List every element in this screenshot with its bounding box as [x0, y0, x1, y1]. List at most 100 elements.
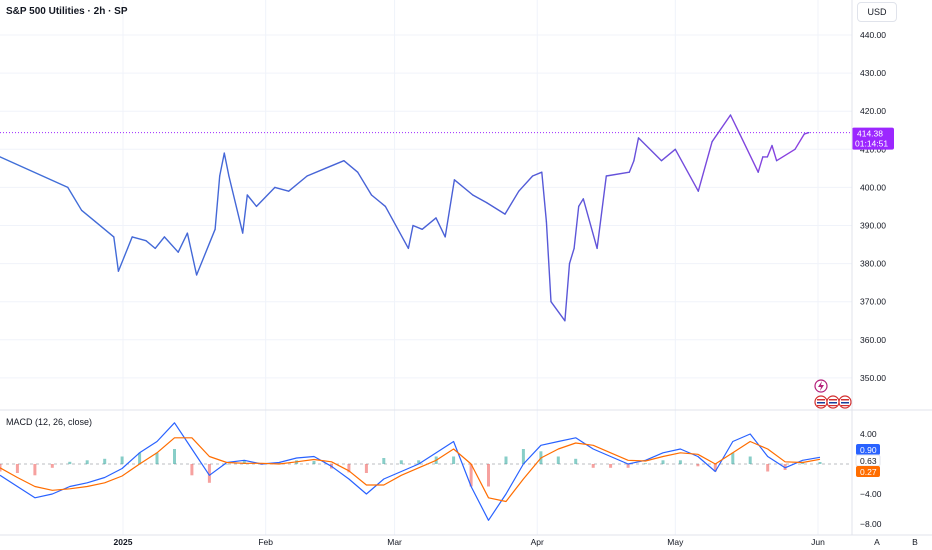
price-point: [550, 301, 552, 303]
price-tick-label: 380.00: [860, 259, 886, 269]
price-point: [196, 274, 198, 276]
price-point: [532, 175, 534, 177]
macd-histogram-bar: [417, 460, 421, 465]
time-tick-label: Jun: [811, 537, 825, 547]
price-tick-label: 360.00: [860, 335, 886, 345]
macd-histogram-bar: [626, 464, 630, 468]
axis-mode-button[interactable]: B: [912, 537, 918, 547]
price-point: [578, 205, 580, 207]
macd-histogram-bar: [85, 460, 89, 465]
price-point: [444, 236, 446, 238]
histogram-value-tag: [856, 466, 880, 477]
macd-histogram-bar: [50, 464, 54, 468]
macd-histogram-bar: [591, 464, 595, 468]
macd-value-tag-text: 0.90: [860, 445, 877, 455]
price-point: [117, 270, 119, 272]
macd-histogram-bar: [155, 452, 159, 465]
macd-histogram-bar: [609, 464, 613, 468]
last-price-countdown: 01:14:51: [855, 139, 888, 149]
macd-tick-label: −4.00: [860, 489, 882, 499]
price-point: [660, 160, 663, 162]
macd-histogram-bar: [731, 452, 735, 465]
price-point: [504, 213, 506, 215]
macd-histogram-bar: [399, 460, 403, 465]
macd-histogram-bar: [68, 461, 72, 465]
price-point: [766, 156, 769, 158]
axis-mode-button[interactable]: A: [874, 537, 880, 547]
macd-histogram-bar: [207, 464, 211, 483]
currency-selector[interactable]: USD: [857, 2, 897, 22]
price-point: [729, 114, 732, 116]
price-point: [242, 232, 244, 234]
price-point: [568, 263, 571, 265]
price-point: [739, 133, 741, 135]
price-point: [486, 202, 488, 204]
price-tick-label: 420.00: [860, 106, 886, 116]
macd-indicator-title[interactable]: MACD (12, 26, close): [6, 417, 93, 427]
macd-value-tag: [856, 444, 880, 455]
price-point: [472, 194, 474, 196]
price-tick-label: 390.00: [860, 221, 886, 231]
price-point: [186, 232, 188, 234]
macd-histogram-bar: [120, 456, 124, 464]
price-point: [81, 209, 83, 211]
price-point: [163, 236, 165, 238]
price-point: [214, 228, 216, 230]
signal-value-tag-text: 0.63: [860, 456, 877, 466]
macd-histogram-bar: [487, 464, 490, 487]
price-point: [633, 160, 635, 162]
price-point: [127, 247, 129, 249]
price-point: [407, 247, 409, 249]
macd-histogram-bar: [15, 464, 19, 473]
price-point: [541, 171, 543, 173]
macd-histogram-bar: [556, 456, 560, 464]
price-point: [94, 221, 96, 223]
price-point: [628, 171, 630, 173]
macd-histogram-bar: [225, 464, 229, 465]
price-point: [177, 251, 179, 253]
price-point: [794, 148, 796, 150]
macd-histogram-bar: [783, 464, 787, 470]
price-point: [674, 148, 676, 150]
last-price-value: 414.38: [857, 129, 883, 139]
price-tick-label: 400.00: [860, 182, 886, 192]
price-point: [357, 171, 359, 173]
us-flag-icon: [838, 395, 852, 409]
price-point: [808, 132, 810, 134]
price-tick-label: 350.00: [860, 373, 886, 383]
price-point: [324, 167, 327, 169]
chart-title: S&P 500 Utilities · 2h · SP: [6, 6, 128, 17]
macd-line: [0, 422, 821, 521]
price-point: [384, 205, 386, 207]
macd-histogram-bar: [312, 461, 316, 464]
price-point: [0, 156, 1, 158]
us-flag-icon: [814, 395, 828, 409]
price-point: [762, 156, 764, 158]
price-point: [131, 236, 133, 238]
macd-histogram-bar: [748, 456, 752, 464]
price-point: [771, 144, 773, 147]
price-point: [453, 179, 455, 181]
price-point: [545, 221, 548, 223]
histogram-value-tag-text: 0.27: [860, 467, 877, 477]
macd-tick-label: −8.00: [860, 519, 882, 529]
macd-histogram-bar: [818, 462, 822, 464]
price-tick-label: 440.00: [860, 30, 886, 40]
macd-histogram-bar: [452, 456, 456, 464]
price-point: [435, 217, 437, 219]
price-point: [757, 171, 759, 173]
price-point: [274, 186, 276, 188]
price-point: [306, 175, 308, 177]
price-point: [228, 175, 230, 177]
macd-histogram-bar: [382, 458, 386, 464]
price-point: [776, 160, 778, 162]
price-point: [605, 175, 607, 177]
signal-line: [0, 437, 821, 503]
price-point: [596, 247, 598, 249]
price-point: [564, 320, 566, 322]
price-point: [288, 190, 290, 192]
price-point: [421, 228, 423, 230]
macd-histogram-bar: [364, 464, 368, 473]
macd-histogram-bar: [347, 464, 351, 473]
